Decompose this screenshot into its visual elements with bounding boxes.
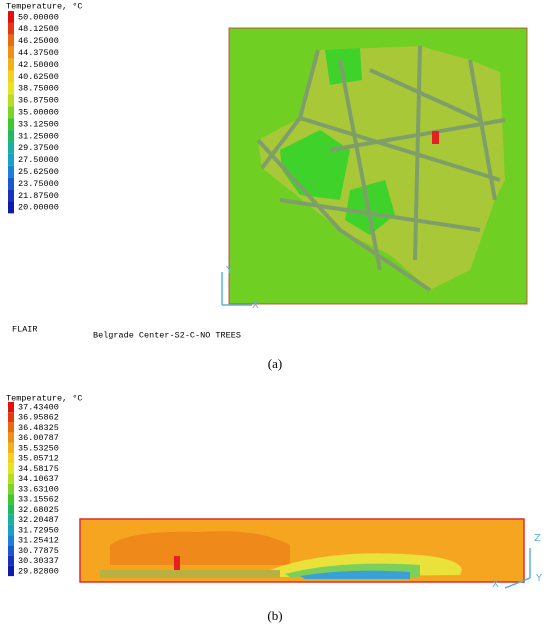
legend-swatch (8, 141, 14, 154)
legend-label: 29.37500 (18, 143, 59, 153)
legend-swatch (8, 524, 14, 536)
legend-label: 37.43400 (18, 402, 59, 412)
legend-swatch (8, 201, 14, 214)
legend-swatch (8, 504, 14, 515)
legend-label: 23.75000 (18, 179, 59, 189)
axis-label: X (252, 300, 259, 311)
legend-label: 34.58175 (18, 464, 59, 474)
legend-label: 36.87500 (18, 96, 59, 106)
legend-label: 36.48325 (18, 423, 59, 433)
legend-label: 30.77875 (18, 546, 59, 556)
legend-label: 27.50000 (18, 155, 59, 165)
legend-label: 38.75000 (18, 84, 59, 94)
axis-label: Y (535, 573, 543, 584)
axis-triad: Z Y X (492, 533, 543, 590)
legend-label: 35.05712 (18, 454, 59, 464)
legend-swatch (8, 453, 14, 464)
legend-title: Temperature, °C (6, 1, 83, 11)
legend-swatch (8, 494, 14, 505)
legend-label: 29.82800 (18, 566, 59, 576)
legend-label: 35.53250 (18, 443, 59, 453)
legend-swatch (8, 483, 14, 495)
legend-label: 33.15562 (18, 495, 59, 505)
legend-label: 21.87500 (18, 191, 59, 201)
legend-swatch (8, 22, 14, 35)
legend-swatch (8, 432, 14, 443)
legend-swatch (8, 46, 14, 59)
software-label: FLAIR (12, 324, 38, 334)
caption: (a) (268, 356, 282, 371)
city-map (256, 45, 506, 292)
legend-label: 36.00787 (18, 433, 59, 443)
legend-swatch (8, 94, 14, 107)
hotspot (432, 131, 439, 144)
legend-swatch (8, 473, 14, 484)
case-name: Belgrade Center-S2-C-NO TREES (93, 330, 241, 340)
legend-swatch (8, 70, 14, 83)
streets (256, 45, 506, 292)
legend: 50.00000 48.12500 46.25000 44.37500 42.50000… (8, 11, 59, 214)
legend-title: Temperature, °C (6, 393, 83, 403)
legend-swatch (8, 82, 14, 95)
legend-label: 50.00000 (18, 12, 59, 22)
legend-label: 40.62500 (18, 72, 59, 82)
legend-label: 32.20487 (18, 515, 59, 525)
legend: 37.4340036.9586236.4832536.0078735.53250… (8, 401, 59, 577)
legend-swatch (8, 58, 14, 71)
axis-label: Y (225, 265, 233, 276)
legend-label: 34.10637 (18, 474, 59, 484)
legend-swatch (8, 34, 14, 47)
legend-swatch (8, 565, 14, 577)
legend-label: 46.25000 (18, 36, 59, 46)
legend-label: 32.68025 (18, 505, 59, 515)
legend-swatch (8, 412, 14, 423)
legend-swatch (8, 535, 14, 546)
legend-label: 44.37500 (18, 48, 59, 58)
legend-swatch (8, 11, 14, 23)
legend-label: 48.12500 (18, 24, 59, 34)
legend-swatch (8, 463, 14, 474)
legend-swatch (8, 165, 14, 178)
legend-label: 33.63100 (18, 484, 59, 494)
legend-swatch (8, 422, 14, 433)
legend-label: 36.95862 (18, 413, 59, 423)
legend-swatch (8, 130, 14, 142)
legend-swatch (8, 177, 14, 190)
legend-label: 30.30337 (18, 556, 59, 566)
axis-label: Z (534, 533, 541, 544)
axis-triad: Y X (221, 265, 259, 311)
caption: (b) (267, 608, 282, 623)
legend-label: 31.25412 (18, 536, 59, 546)
legend-swatch (8, 106, 14, 119)
park (325, 48, 362, 85)
legend-label: 35.00000 (18, 107, 59, 117)
legend-label: 31.72950 (18, 525, 59, 535)
built-area (258, 46, 505, 290)
legend-swatch (8, 401, 14, 413)
legend-swatch (8, 545, 14, 556)
legend-label: 42.50000 (18, 60, 59, 70)
legend-label: 20.00000 (18, 203, 59, 213)
section-field (100, 531, 462, 579)
legend-swatch (8, 153, 14, 166)
legend-swatch (8, 189, 14, 202)
legend-label: 33.12500 (18, 119, 59, 129)
legend-swatch (8, 555, 14, 566)
legend-swatch (8, 442, 14, 454)
axis-label: X (492, 579, 499, 590)
legend-swatch (8, 514, 14, 525)
legend-label: 25.62500 (18, 167, 59, 177)
legend-swatch (8, 118, 14, 131)
legend-label: 31.25000 (18, 131, 59, 141)
